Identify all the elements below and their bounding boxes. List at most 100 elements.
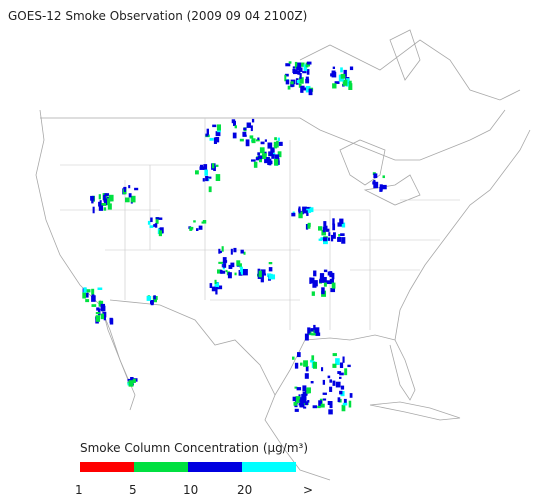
smoke-pixel xyxy=(255,139,260,142)
smoke-pixel xyxy=(321,229,326,236)
smoke-pixel xyxy=(313,324,316,332)
smoke-pixel xyxy=(322,398,327,401)
smoke-pixel xyxy=(213,137,217,144)
smoke-pixel xyxy=(103,198,108,206)
smoke-pixel xyxy=(109,318,114,325)
smoke-pixel xyxy=(253,161,258,168)
smoke-pixel xyxy=(149,225,154,228)
smoke-pixel xyxy=(299,73,302,79)
smoke-pixel xyxy=(242,131,247,137)
smoke-pixel xyxy=(301,393,304,399)
smoke-pixel xyxy=(296,387,302,391)
smoke-pixel xyxy=(292,68,296,74)
smoke-pixel xyxy=(294,408,299,412)
smoke-pixel xyxy=(339,390,343,395)
smoke-pixel xyxy=(329,379,333,383)
legend-swatch xyxy=(188,462,242,472)
smoke-pixel xyxy=(302,71,307,74)
smoke-pixel xyxy=(198,225,203,230)
smoke-pixel xyxy=(337,371,342,374)
smoke-pixel xyxy=(299,401,304,408)
smoke-pixel xyxy=(323,221,327,227)
smoke-pixel xyxy=(311,277,315,284)
smoke-pixel xyxy=(277,151,282,158)
smoke-pixel xyxy=(267,158,272,165)
smoke-pixel xyxy=(92,206,95,214)
smoke-pixel xyxy=(243,127,247,131)
smoke-pixel xyxy=(317,405,321,409)
smoke-pixel xyxy=(301,85,305,89)
smoke-pixel xyxy=(341,404,346,412)
smoke-pixel xyxy=(268,267,273,272)
smoke-pixel xyxy=(311,291,315,296)
smoke-pixel xyxy=(310,381,314,384)
smoke-pixel xyxy=(320,403,325,408)
smoke-pixel xyxy=(274,158,279,166)
smoke-pixel xyxy=(234,272,237,276)
smoke-pixel xyxy=(310,328,314,332)
smoke-pixel xyxy=(150,302,154,306)
smoke-pixel xyxy=(322,392,327,395)
smoke-pixel xyxy=(264,139,267,142)
smoke-pixel xyxy=(108,194,114,202)
smoke-pixel xyxy=(332,363,337,368)
legend-swatch xyxy=(134,462,188,472)
smoke-pixel xyxy=(251,138,256,144)
smoke-pixel xyxy=(189,226,194,230)
smoke-pixel xyxy=(223,263,227,268)
smoke-pixel xyxy=(215,131,221,137)
smoke-pixel xyxy=(321,287,325,295)
smoke-pixel xyxy=(90,195,95,201)
smoke-pixel xyxy=(274,154,280,159)
smoke-pixel xyxy=(98,194,101,200)
smoke-pixel xyxy=(134,187,139,191)
smoke-pixel xyxy=(328,232,331,237)
smoke-pixel xyxy=(327,271,333,276)
smoke-pixel xyxy=(312,361,318,369)
smoke-pixel xyxy=(337,222,343,227)
smoke-pixel xyxy=(303,406,307,409)
smoke-pixel xyxy=(303,64,308,72)
smoke-pixel xyxy=(290,84,294,88)
smoke-pixel xyxy=(231,119,236,124)
smoke-pixel xyxy=(341,222,346,228)
smoke-pixel xyxy=(339,218,344,224)
smoke-pixel xyxy=(379,184,383,191)
smoke-pixel xyxy=(258,270,262,278)
smoke-pixel xyxy=(130,195,136,203)
smoke-pixel xyxy=(95,315,101,322)
smoke-pixel xyxy=(85,299,90,303)
smoke-pixel xyxy=(271,154,275,159)
smoke-pixel xyxy=(307,223,311,229)
smoke-pixel xyxy=(157,217,163,220)
smoke-pixel xyxy=(211,286,216,292)
smoke-pixel xyxy=(154,223,158,228)
smoke-pixel xyxy=(150,217,153,223)
smoke-pixel xyxy=(147,220,151,225)
smoke-pixel xyxy=(288,61,292,64)
smoke-pixel xyxy=(260,269,266,275)
smoke-pixel xyxy=(150,300,154,305)
smoke-pixel xyxy=(153,295,156,300)
smoke-pixel xyxy=(155,217,160,220)
smoke-pixel xyxy=(285,73,289,77)
smoke-pixel xyxy=(339,372,344,376)
smoke-pixel xyxy=(373,181,379,189)
smoke-pixel xyxy=(381,184,387,190)
smoke-pixel xyxy=(305,224,309,230)
smoke-pixel xyxy=(85,289,91,293)
smoke-pixel xyxy=(342,402,348,406)
smoke-pixel xyxy=(249,135,254,139)
smoke-pixel xyxy=(102,311,107,318)
smoke-pixel xyxy=(219,250,222,254)
smoke-pixel xyxy=(203,164,208,171)
smoke-pixel xyxy=(318,400,323,407)
smoke-pixel xyxy=(153,298,157,303)
smoke-pixel xyxy=(212,163,215,169)
smoke-pixel xyxy=(290,81,294,85)
smoke-pixel xyxy=(292,396,296,402)
smoke-pixel xyxy=(308,88,313,96)
smoke-pixel xyxy=(222,257,227,264)
smoke-pixel xyxy=(296,62,302,69)
smoke-pixel xyxy=(216,124,221,131)
